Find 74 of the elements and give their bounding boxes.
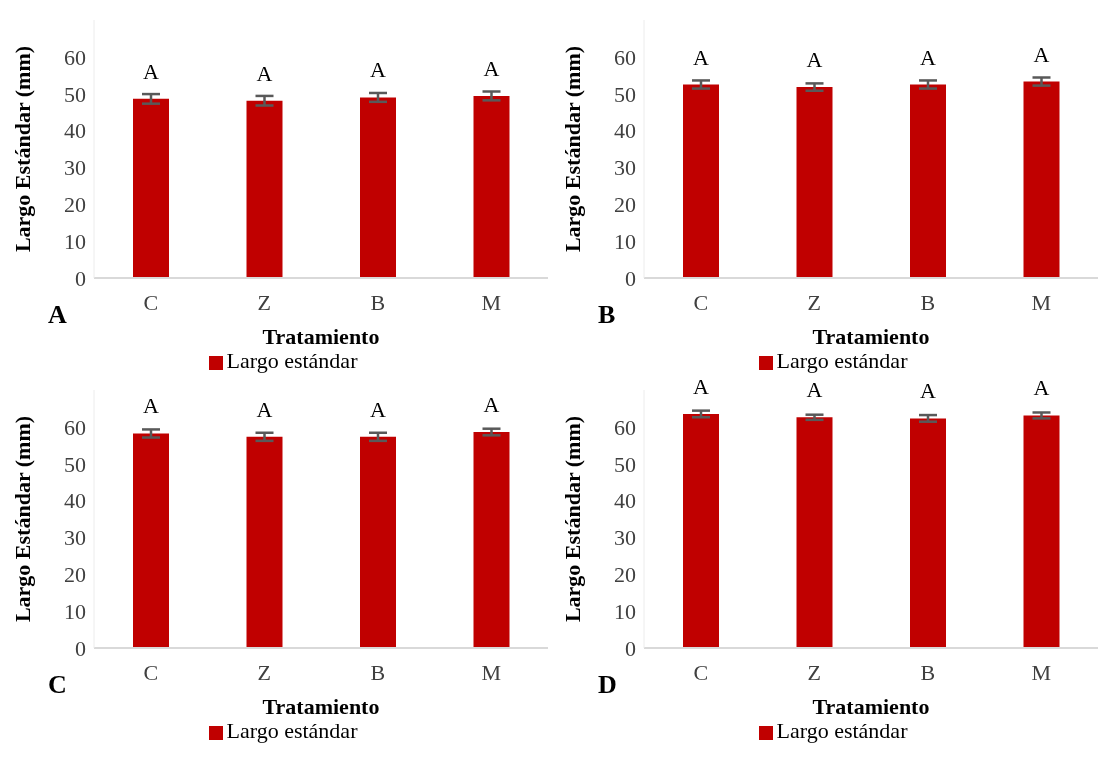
x-tick-label: M	[1031, 659, 1052, 685]
y-tick-label: 50	[64, 451, 86, 477]
x-tick-label: Z	[807, 289, 821, 315]
y-tick-label: 10	[614, 228, 636, 254]
x-tick-label: B	[370, 289, 386, 315]
legend-label: Largo estándar	[226, 348, 358, 373]
x-axis-title: Tratamiento	[262, 694, 380, 719]
annotation: A	[806, 377, 823, 403]
text: A	[48, 300, 67, 330]
annotation: A	[920, 44, 937, 70]
x-tick-label: B	[920, 659, 936, 685]
x-tick-label: C	[143, 289, 159, 315]
x-tick-label: C	[143, 659, 159, 685]
y-tick-label: 10	[614, 598, 636, 624]
y-tick-label: 60	[64, 44, 86, 70]
annotation: A	[370, 396, 387, 422]
annotation: A	[1033, 375, 1050, 401]
x-tick-label: M	[481, 289, 502, 315]
x-tick-label: Z	[257, 659, 271, 685]
y-tick-label: 10	[64, 228, 86, 254]
y-tick-label: 0	[625, 265, 636, 291]
y-tick-label: 0	[625, 635, 636, 661]
y-tick-label: 20	[64, 562, 86, 588]
y-tick-label: 20	[614, 562, 636, 588]
legend-label: Largo estándar	[226, 718, 358, 743]
y-tick-label: 40	[64, 118, 86, 144]
x-axis-title: Tratamiento	[812, 694, 930, 719]
x-tick-label: B	[370, 659, 386, 685]
y-tick-label: 30	[614, 525, 636, 551]
y-tick-label: 10	[64, 598, 86, 624]
y-tick-label: 40	[614, 488, 636, 514]
annotation: A	[143, 393, 160, 419]
y-tick-label: 30	[64, 525, 86, 551]
annotation: A	[483, 55, 500, 81]
y-tick-label: 50	[64, 81, 86, 107]
x-tick-label: C	[693, 659, 709, 685]
y-tick-label: 60	[64, 414, 86, 440]
x-tick-label: Z	[807, 659, 821, 685]
y-tick-label: 30	[64, 155, 86, 181]
y-axis-title: Largo Estándar (mm)	[9, 45, 35, 253]
x-tick-label: M	[1031, 289, 1052, 315]
y-tick-label: 50	[614, 451, 636, 477]
x-tick-label: C	[693, 289, 709, 315]
x-tick-label: Z	[257, 289, 271, 315]
y-axis-title: Largo Estándar (mm)	[559, 45, 585, 253]
y-tick-label: 60	[614, 44, 636, 70]
y-tick-label: 0	[75, 635, 86, 661]
annotation: A	[1033, 41, 1050, 67]
annotation: A	[370, 57, 387, 83]
y-tick-label: 60	[614, 414, 636, 440]
annotation: A	[806, 47, 823, 73]
x-axis-title: Tratamiento	[812, 324, 930, 349]
legend-label: Largo estándar	[776, 718, 908, 743]
y-tick-label: 50	[614, 81, 636, 107]
text: D	[598, 670, 617, 700]
annotation: A	[693, 44, 710, 70]
y-tick-label: 40	[64, 488, 86, 514]
annotation: A	[693, 373, 710, 399]
y-axis-title: Largo Estándar (mm)	[559, 415, 585, 623]
annotation: A	[256, 396, 273, 422]
x-tick-label: B	[920, 289, 936, 315]
legend-label: Largo estándar	[776, 348, 908, 373]
annotation: A	[143, 58, 160, 84]
y-tick-label: 0	[75, 265, 86, 291]
annotation: A	[483, 392, 500, 418]
x-axis-title: Tratamiento	[262, 324, 380, 349]
y-tick-label: 40	[614, 118, 636, 144]
annotation: A	[256, 60, 273, 86]
annotation: A	[920, 378, 937, 404]
y-tick-label: 30	[614, 155, 636, 181]
x-tick-label: M	[481, 659, 502, 685]
y-tick-label: 20	[614, 192, 636, 218]
y-axis-title: Largo Estándar (mm)	[9, 415, 35, 623]
y-tick-label: 20	[64, 192, 86, 218]
